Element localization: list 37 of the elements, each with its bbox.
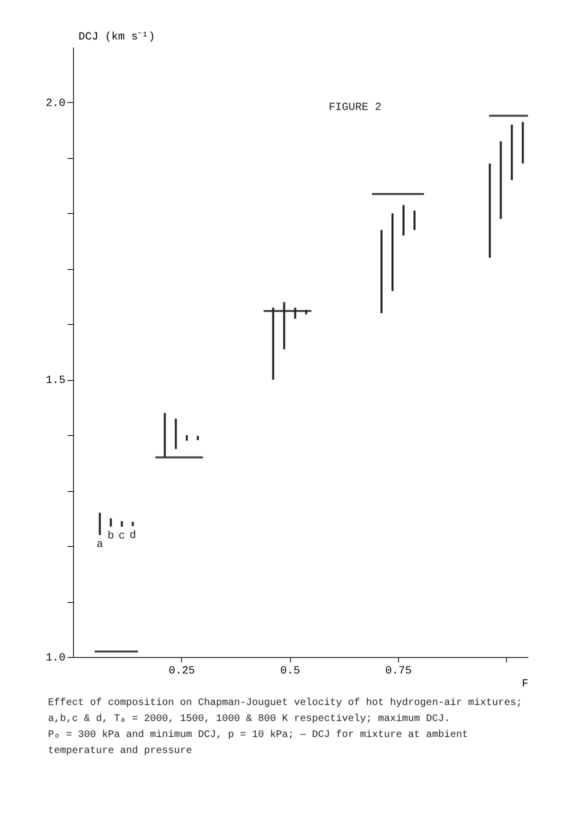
bar — [132, 522, 134, 526]
series-label: c — [118, 530, 126, 543]
y-tick-label: 1.5 — [46, 375, 66, 388]
text: temperature and pressure — [48, 745, 192, 757]
text: FIGURE 2 — [328, 102, 382, 114]
series-label: d — [130, 530, 136, 542]
bar — [164, 413, 166, 458]
bar — [402, 205, 404, 236]
x-tick-label: 0.25 — [168, 666, 196, 678]
bar — [414, 210, 416, 230]
bar — [186, 435, 188, 441]
bar — [510, 124, 513, 180]
x-tick-label: 0.5 — [280, 666, 300, 678]
bar — [392, 213, 394, 291]
bar — [272, 308, 274, 380]
series-label: b — [108, 530, 114, 543]
series-label: a — [96, 539, 104, 551]
bar — [283, 302, 286, 350]
bar — [500, 141, 502, 219]
bar — [522, 122, 524, 164]
bar — [380, 230, 382, 314]
text: a,b,c & d, Tₐ = 2000, 1500, 1000 & 800 K respectively; maximum DCJ. — [48, 713, 450, 725]
bar — [174, 418, 177, 450]
bar — [196, 436, 199, 440]
x-tick-label: 0.75 — [385, 666, 412, 678]
bar — [98, 512, 101, 535]
y-tick-label: 1.0 — [46, 652, 66, 664]
bar — [294, 308, 296, 319]
bar — [488, 163, 491, 258]
bar — [120, 521, 123, 527]
bar — [110, 518, 112, 527]
text: Pₒ = 300 kPa and minimum DCJ, p = 10 kPa; — DCJ for mixture at ambient — [48, 729, 468, 741]
x-axis-title: F — [522, 678, 528, 690]
y-tick-label: 2.0 — [46, 98, 66, 110]
bar — [305, 310, 308, 314]
y-axis-title: DCJ (km s⁻¹) — [78, 32, 156, 44]
text: Effect of composition on Chapman-Jouguet velocity of hot hydrogen-air mixtures; — [48, 697, 522, 709]
